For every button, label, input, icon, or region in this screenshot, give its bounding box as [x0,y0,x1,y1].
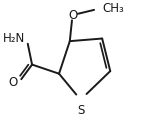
Text: S: S [77,104,84,117]
Text: O: O [8,76,17,89]
Text: CH₃: CH₃ [102,2,124,15]
Text: H₂N: H₂N [3,32,25,45]
Text: O: O [68,9,77,22]
